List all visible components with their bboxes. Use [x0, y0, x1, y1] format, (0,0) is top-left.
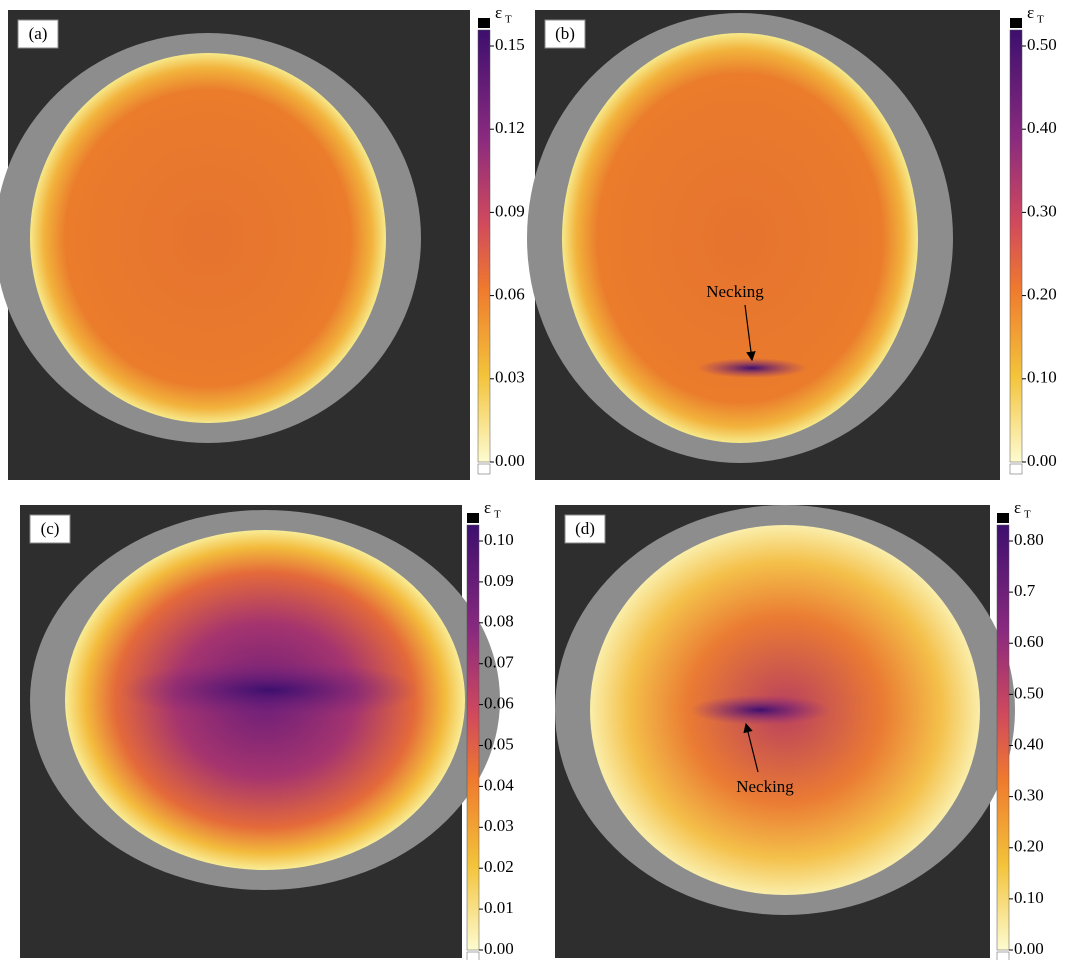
colorbar [466, 524, 480, 951]
colorbar-bottom-cap [996, 951, 1010, 960]
panel-label-box [544, 19, 586, 49]
colorbar-tick-label: 0.00 [495, 451, 525, 470]
panel-label: (b) [555, 24, 575, 43]
colorbar-tick-label: 0.03 [484, 816, 514, 835]
colorbar-tick-label: 0.10 [484, 530, 514, 549]
necking-zone [120, 660, 420, 720]
panel-label: (c) [41, 519, 60, 538]
strain-field [30, 53, 386, 423]
colorbar-tick-label: 0.20 [1014, 837, 1044, 856]
colorbar-tick-label: 0.7 [1014, 581, 1036, 600]
colorbar-top-cap [478, 18, 490, 28]
colorbar-tick-label: 0.60 [1014, 632, 1044, 651]
necking-zone [697, 358, 807, 378]
colorbar [1009, 29, 1023, 463]
colorbar-tick-label: 0.30 [1014, 786, 1044, 805]
necking-arrow [743, 722, 759, 773]
colorbar-tick-label: 0.00 [1027, 451, 1057, 470]
colorbar-symbol: ε [1027, 3, 1034, 22]
colorbar-tick-label: 0.40 [1027, 118, 1057, 137]
necking-arrow [744, 304, 756, 362]
colorbar-tick-label: 0.08 [484, 612, 514, 631]
colorbar-subscript: T [1037, 14, 1044, 26]
panel-label-box [17, 19, 59, 49]
colorbar-bottom-cap [1009, 463, 1023, 475]
colorbar-tick-label: 0.10 [1014, 888, 1044, 907]
colorbar-tick-label: 0.07 [484, 653, 514, 672]
colorbar-tick-label: 0.01 [484, 898, 514, 917]
colorbar-bottom-cap [466, 951, 480, 960]
colorbar-tick-label: 0.02 [484, 857, 514, 876]
panel-label: (a) [29, 24, 48, 43]
colorbar-tick-label: 0.00 [484, 939, 514, 958]
colorbar-symbol: ε [495, 3, 502, 22]
colorbar-tick-label: 0.15 [495, 35, 525, 54]
colorbar-bottom-cap [477, 463, 491, 475]
colorbar-tick-label: 0.40 [1014, 734, 1044, 753]
strain-field [562, 33, 918, 443]
colorbar [996, 524, 1010, 951]
colorbar-top-cap [997, 513, 1009, 523]
colorbar-tick-label: 0.50 [1027, 35, 1057, 54]
colorbar-tick-label: 0.09 [495, 201, 525, 220]
panel-label: (d) [575, 519, 595, 538]
colorbar-tick-label: 0.06 [484, 694, 514, 713]
colorbar-subscript: T [1024, 509, 1031, 521]
colorbar-tick-label: 0.06 [495, 285, 525, 304]
colorbar-tick-label: 0.30 [1027, 201, 1057, 220]
colorbar-tick-label: 0.50 [1014, 683, 1044, 702]
colorbar-tick-label: 0.00 [1014, 939, 1044, 958]
colorbar-tick-label: 0.09 [484, 571, 514, 590]
colorbar-subscript: T [505, 14, 512, 26]
colorbar-tick-label: 0.10 [1027, 368, 1057, 387]
colorbar-tick-label: 0.12 [495, 118, 525, 137]
panel-label-box [29, 514, 71, 544]
colorbar [477, 29, 491, 463]
colorbar-symbol: ε [1014, 498, 1021, 517]
necking-zone [690, 695, 830, 725]
colorbar-top-cap [467, 513, 479, 523]
necking-annotation: Necking [706, 282, 764, 301]
necking-annotation: Necking [736, 777, 794, 796]
panel-label-box [564, 514, 606, 544]
colorbar-tick-label: 0.03 [495, 368, 525, 387]
colorbar-tick-label: 0.80 [1014, 530, 1044, 549]
colorbar-top-cap [1010, 18, 1022, 28]
colorbar-tick-label: 0.05 [484, 734, 514, 753]
colorbar-tick-label: 0.04 [484, 775, 514, 794]
colorbar-tick-label: 0.20 [1027, 285, 1057, 304]
colorbar-symbol: ε [484, 498, 491, 517]
colorbar-subscript: T [494, 509, 501, 521]
